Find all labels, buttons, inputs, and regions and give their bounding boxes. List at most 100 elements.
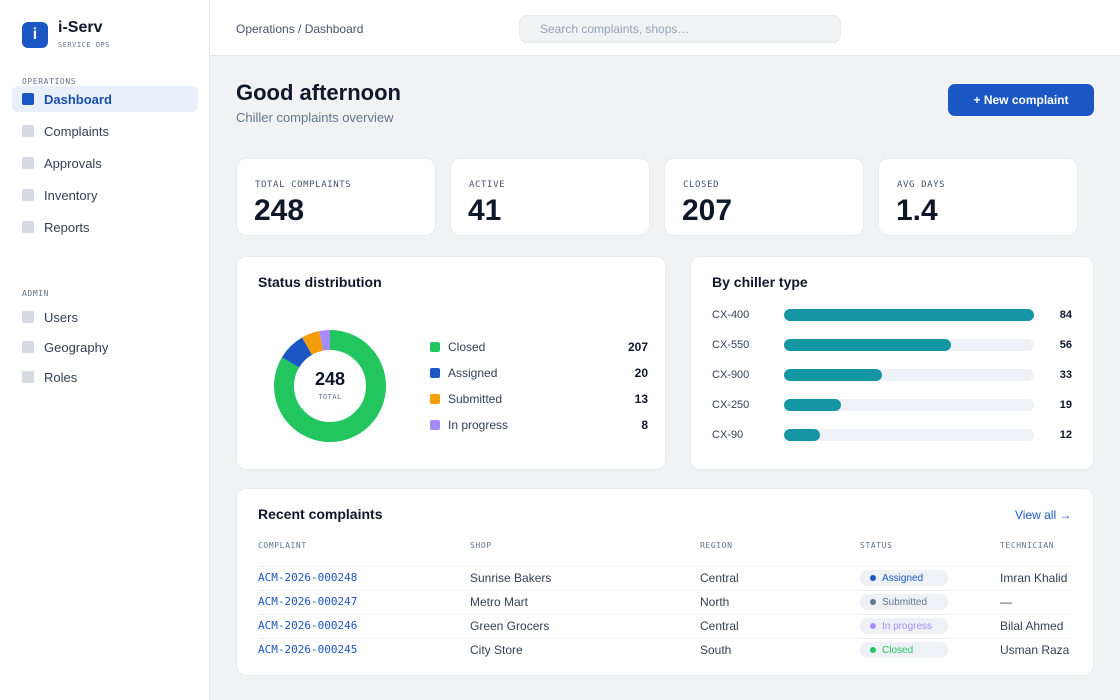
brand[interactable]: i i-Serv SERVICE OPS — [22, 20, 110, 49]
legend-swatch — [430, 342, 440, 352]
bar-label: CX-550 — [712, 339, 750, 351]
complaint-id-link[interactable]: ACM-2026-000248 — [258, 571, 358, 584]
sidebar: i i-Serv SERVICE OPS OPERATIONS Dashboar… — [0, 0, 210, 700]
status-dot — [870, 623, 876, 629]
breadcrumb[interactable]: Operations / Dashboard — [236, 22, 364, 36]
sidebar-item-inventory[interactable]: Inventory — [12, 182, 198, 208]
bar-row: CX-400 84 — [712, 308, 1072, 322]
legend-item-closed: Closed 207 — [430, 339, 648, 355]
sidebar-item-geography[interactable]: Geography — [12, 334, 198, 360]
bar-row: CX-900 33 — [712, 368, 1072, 382]
sidebar-item-roles[interactable]: Roles — [12, 364, 198, 390]
stat-value: 41 — [468, 194, 502, 227]
stat-label: CLOSED — [683, 180, 720, 190]
complaint-id-link[interactable]: ACM-2026-000246 — [258, 619, 358, 632]
sidebar-item-users[interactable]: Users — [12, 304, 198, 330]
donut-total-value: 248 — [314, 369, 346, 389]
bar-value: 19 — [1059, 399, 1072, 411]
table-row[interactable]: ACM-2026-000245 City Store South Closed … — [258, 638, 1072, 662]
status-badge: In progress — [860, 618, 948, 634]
status-distribution-card: Status distribution 248 TOTAL Closed 207… — [236, 256, 666, 470]
status-text: Assigned — [882, 572, 924, 584]
sidebar-item-label: Approvals — [44, 155, 102, 171]
bar-row: CX-90 12 — [712, 428, 1072, 442]
bar-label: CX-900 — [712, 369, 750, 381]
shop-cell: Sunrise Bakers — [470, 571, 552, 585]
geography-icon — [22, 341, 34, 353]
sidebar-item-label: Complaints — [44, 123, 110, 139]
sidebar-item-label: Geography — [44, 339, 109, 355]
legend-label: Submitted — [448, 392, 503, 406]
card-title: Status distribution — [258, 274, 382, 290]
legend-value: 207 — [627, 340, 648, 354]
bar-value: 84 — [1059, 309, 1072, 321]
approvals-icon — [22, 157, 34, 169]
reports-icon — [22, 221, 34, 233]
table-row[interactable]: ACM-2026-000248 Sunrise Bakers Central A… — [258, 566, 1072, 590]
technician-cell: Usman Raza — [1000, 643, 1070, 657]
stat-label: TOTAL COMPLAINTS — [255, 180, 352, 190]
sidebar-item-label: Users — [44, 309, 78, 325]
complaint-id-link[interactable]: ACM-2026-000245 — [258, 643, 358, 656]
sidebar-item-label: Roles — [44, 369, 78, 385]
legend-label: Assigned — [448, 366, 498, 380]
legend-label: Closed — [448, 340, 486, 354]
donut-slice-in-progress — [274, 330, 386, 442]
status-dot — [870, 599, 876, 605]
donut-svg — [274, 330, 386, 442]
stat-value: 1.4 — [896, 194, 938, 227]
stat-card-total: TOTAL COMPLAINTS 248 — [236, 158, 436, 236]
view-all-link[interactable]: View all → — [1015, 508, 1072, 522]
status-text: Submitted — [882, 596, 928, 608]
search-input[interactable] — [519, 15, 841, 43]
bar-track — [784, 339, 1034, 351]
legend-value: 8 — [641, 418, 648, 432]
column-header: TECHNICIAN — [1000, 541, 1055, 550]
legend-label: In progress — [448, 418, 509, 432]
top-bar: Operations / Dashboard — [210, 0, 1120, 56]
status-badge: Assigned — [860, 570, 948, 586]
card-title: Recent complaints — [258, 506, 383, 522]
legend-item-assigned: Assigned 20 — [430, 365, 648, 381]
nav-section-operations: OPERATIONS — [22, 77, 77, 86]
nav-section-admin: ADMIN — [22, 289, 50, 298]
sidebar-item-label: Reports — [44, 219, 90, 235]
bar-fill — [784, 369, 883, 381]
chiller-type-card: By chiller type CX-400 84 CX-550 56 CX-9… — [690, 256, 1094, 470]
users-icon — [22, 311, 34, 323]
column-header: SHOP — [470, 541, 492, 550]
sidebar-item-approvals[interactable]: Approvals — [12, 150, 198, 176]
table-row[interactable]: ACM-2026-000246 Green Grocers Central In… — [258, 614, 1072, 638]
roles-icon — [22, 371, 34, 383]
bar-fill — [784, 399, 841, 411]
region-cell: North — [700, 595, 730, 609]
new-complaint-button[interactable]: + New complaint — [948, 84, 1094, 116]
shop-cell: Metro Mart — [470, 595, 529, 609]
stat-card-avg-days: AVG DAYS 1.4 — [878, 158, 1078, 236]
dashboard-icon — [22, 93, 34, 105]
page-title: Good afternoon — [236, 80, 401, 105]
status-text: In progress — [882, 620, 933, 632]
bar-row: CX-250 19 — [712, 398, 1072, 412]
stat-card-closed: CLOSED 207 — [664, 158, 864, 236]
status-badge: Submitted — [860, 594, 948, 610]
sidebar-item-dashboard[interactable]: Dashboard — [12, 86, 198, 112]
legend-item-in-progress: In progress 8 — [430, 417, 648, 433]
sidebar-item-complaints[interactable]: Complaints — [12, 118, 198, 144]
brand-logo-icon: i — [22, 21, 48, 48]
donut-total-label: TOTAL — [318, 393, 342, 401]
bar-track — [784, 429, 1034, 441]
bar-label: CX-400 — [712, 309, 750, 321]
shop-cell: Green Grocers — [470, 619, 550, 633]
status-dot — [870, 575, 876, 581]
stat-value: 248 — [254, 194, 305, 227]
technician-cell: Imran Khalid — [1000, 571, 1068, 585]
table-row[interactable]: ACM-2026-000247 Metro Mart North Submitt… — [258, 590, 1072, 614]
region-cell: Central — [700, 619, 739, 633]
legend-swatch — [430, 368, 440, 378]
column-header: REGION — [700, 541, 733, 550]
sidebar-item-reports[interactable]: Reports — [12, 214, 198, 240]
legend-swatch — [430, 420, 440, 430]
complaint-id-link[interactable]: ACM-2026-000247 — [258, 595, 358, 608]
technician-cell: — — [1000, 595, 1012, 609]
